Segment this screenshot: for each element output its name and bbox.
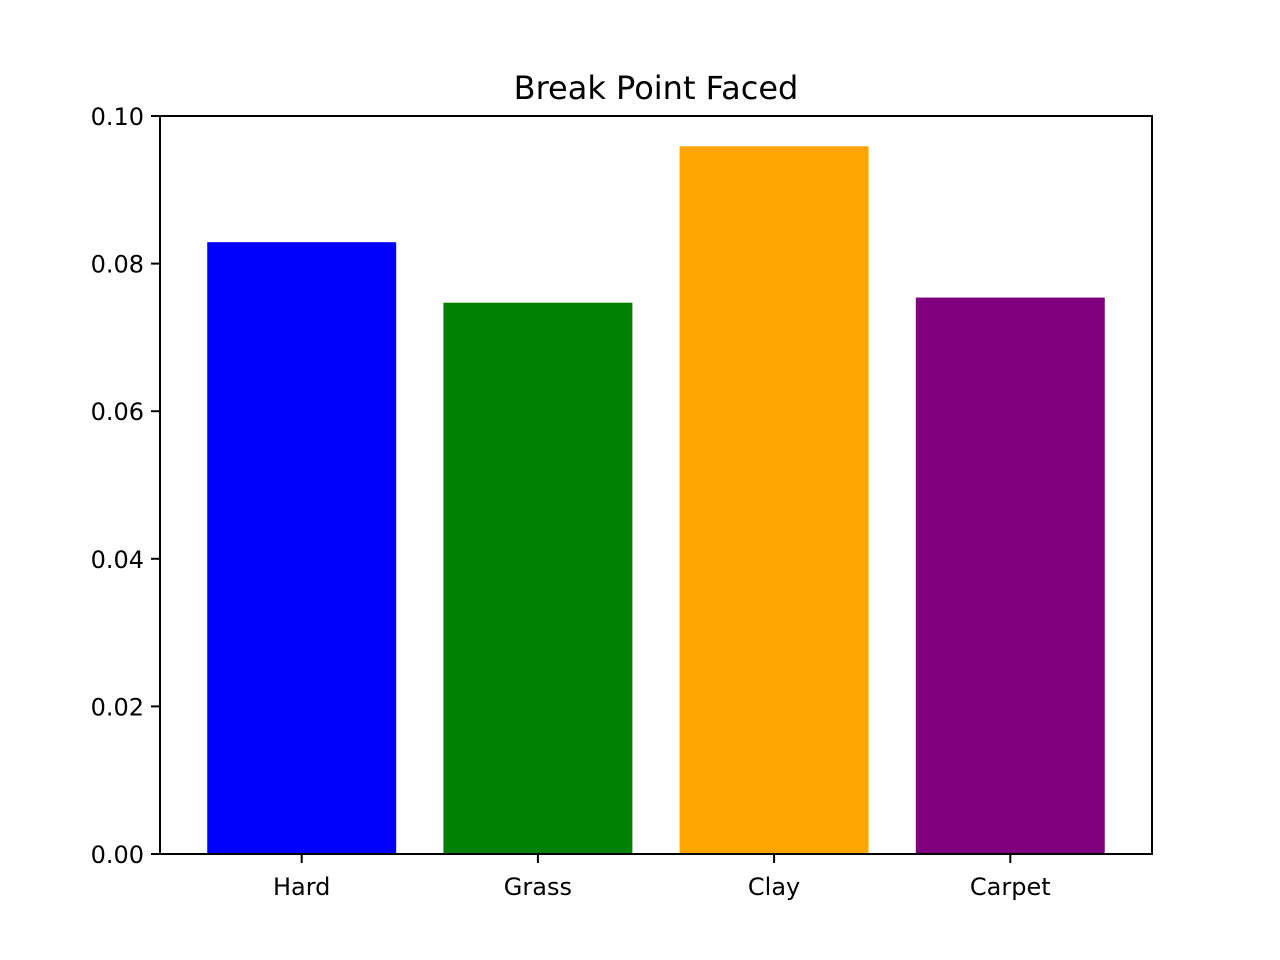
bar-grass — [443, 302, 633, 854]
y-tick-label: 0.02 — [91, 693, 144, 721]
x-tick-label: Hard — [273, 873, 330, 901]
y-tick-label: 0.10 — [91, 103, 144, 131]
x-axis-ticks: Hard Grass Clay Carpet — [273, 854, 1051, 901]
bars-group — [207, 146, 1105, 855]
y-tick-label: 0.06 — [91, 398, 144, 426]
y-tick-label: 0.08 — [91, 251, 144, 279]
bar-carpet — [915, 297, 1105, 855]
y-tick-label: 0.04 — [91, 546, 144, 574]
y-axis-ticks: 0.00 0.02 0.04 0.06 0.08 0.10 — [91, 103, 160, 869]
chart-title: Break Point Faced — [514, 69, 799, 107]
x-tick-label: Grass — [504, 873, 572, 901]
bar-hard — [207, 242, 397, 854]
x-tick-label: Carpet — [970, 873, 1051, 901]
plot-frame — [159, 115, 1153, 855]
bar-clay — [679, 146, 869, 854]
y-tick-label: 0.00 — [91, 841, 144, 869]
x-tick-label: Clay — [748, 873, 800, 901]
